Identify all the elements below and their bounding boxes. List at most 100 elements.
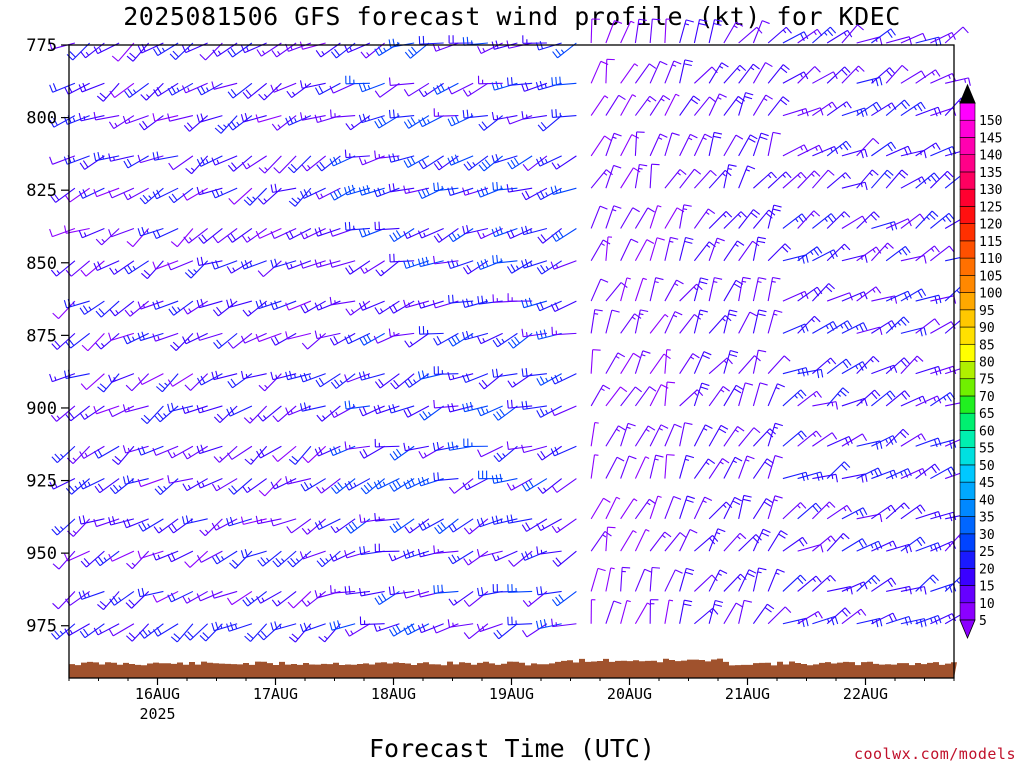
wind-barb bbox=[389, 623, 415, 637]
wind-barb bbox=[826, 435, 853, 447]
wind-barb bbox=[605, 282, 628, 302]
wind-barb bbox=[448, 228, 474, 243]
wind-barb bbox=[521, 328, 547, 338]
wind-barb bbox=[812, 145, 839, 157]
wind-barb bbox=[78, 112, 105, 122]
wind-barb bbox=[537, 228, 562, 244]
wind-barb bbox=[301, 332, 327, 350]
wind-barb bbox=[257, 187, 282, 205]
wind-barb bbox=[900, 288, 927, 302]
wind-barb bbox=[168, 187, 194, 204]
wind-barb bbox=[915, 210, 939, 229]
wind-barb bbox=[448, 478, 474, 494]
wind-barb bbox=[812, 432, 838, 447]
wind-barb bbox=[49, 373, 76, 383]
colorbar-label: 65 bbox=[979, 407, 995, 422]
wind-barb bbox=[258, 155, 282, 174]
wind-barb bbox=[81, 332, 105, 352]
wind-barb bbox=[154, 405, 179, 423]
wind-barb bbox=[550, 300, 577, 313]
wind-barb bbox=[871, 364, 898, 375]
wind-barb bbox=[856, 467, 883, 480]
wind-barb bbox=[344, 332, 371, 345]
wind-barb bbox=[477, 332, 503, 345]
wind-barb bbox=[738, 427, 761, 447]
wind-barb bbox=[287, 591, 312, 609]
wind-barb bbox=[255, 114, 282, 123]
wind-barb bbox=[694, 574, 718, 592]
wind-barb bbox=[108, 405, 135, 418]
wind-barb bbox=[388, 183, 415, 193]
colorbar-swatch bbox=[959, 550, 976, 569]
wind-barb bbox=[462, 109, 488, 119]
wind-barb bbox=[915, 318, 940, 334]
wind-barb bbox=[78, 478, 105, 490]
wind-barb bbox=[96, 82, 120, 102]
wind-barb bbox=[330, 109, 356, 119]
wind-barb bbox=[915, 245, 940, 262]
wind-barb bbox=[49, 82, 76, 93]
wind-barb bbox=[229, 550, 253, 569]
wind-barb bbox=[167, 445, 194, 459]
wind-barb bbox=[812, 501, 836, 520]
wind-barb bbox=[694, 607, 719, 625]
wind-barb bbox=[137, 226, 164, 237]
wind-barb bbox=[403, 155, 430, 168]
wind-barb bbox=[841, 608, 867, 625]
wind-barb bbox=[797, 246, 823, 262]
wind-barb bbox=[463, 438, 488, 448]
wind-barb bbox=[359, 616, 385, 626]
wind-barb bbox=[256, 445, 282, 459]
wind-barb bbox=[78, 227, 105, 239]
wind-barb bbox=[448, 35, 474, 44]
wind-barb bbox=[111, 445, 135, 465]
wind-barb bbox=[462, 82, 489, 97]
wind-barb bbox=[126, 228, 150, 248]
wind-barb bbox=[93, 405, 120, 415]
wind-barb bbox=[419, 405, 444, 421]
wind-barb bbox=[521, 518, 548, 532]
wind-barb bbox=[679, 389, 704, 407]
wind-barb bbox=[272, 405, 297, 423]
wind-barb bbox=[551, 109, 577, 118]
wind-barb bbox=[767, 530, 788, 552]
wind-barb bbox=[314, 445, 341, 457]
credit-link[interactable]: coolwx.com/models bbox=[853, 745, 1016, 763]
wind-barb bbox=[256, 590, 282, 604]
colorbar-label: 125 bbox=[979, 200, 1002, 215]
wind-barb bbox=[590, 95, 609, 116]
wind-barb bbox=[288, 445, 312, 465]
wind-barb bbox=[506, 184, 533, 193]
wind-barb bbox=[183, 228, 208, 244]
wind-barb bbox=[242, 300, 267, 317]
wind-barb bbox=[432, 441, 459, 452]
wind-barb bbox=[359, 332, 385, 346]
wind-barb bbox=[841, 291, 868, 302]
colorbar-label: 70 bbox=[979, 390, 995, 405]
wind-barb bbox=[870, 169, 894, 189]
wind-barb bbox=[738, 534, 762, 552]
wind-barb bbox=[885, 615, 912, 626]
wind-barb bbox=[536, 586, 562, 596]
wind-barb bbox=[50, 260, 76, 277]
wind-barb bbox=[841, 148, 868, 159]
wind-barb bbox=[316, 478, 341, 494]
colorbar-label: 100 bbox=[979, 287, 1002, 302]
wind-barb bbox=[109, 478, 135, 495]
wind-barb bbox=[871, 435, 897, 447]
wind-barb bbox=[271, 115, 297, 131]
wind-barb bbox=[257, 260, 282, 278]
wind-barb bbox=[448, 332, 474, 347]
wind-barb bbox=[752, 236, 766, 261]
wind-barb bbox=[506, 514, 533, 524]
wind-barb bbox=[211, 81, 238, 90]
colorbar-label: 90 bbox=[979, 321, 995, 336]
wind-barb bbox=[141, 260, 164, 280]
colorbar-swatch bbox=[959, 257, 976, 276]
wind-barb bbox=[634, 18, 647, 44]
wind-barb bbox=[826, 461, 851, 479]
wind-barb bbox=[330, 518, 356, 534]
wind-barb bbox=[492, 583, 518, 593]
wind-barb bbox=[841, 322, 868, 334]
wind-barb bbox=[522, 35, 547, 44]
